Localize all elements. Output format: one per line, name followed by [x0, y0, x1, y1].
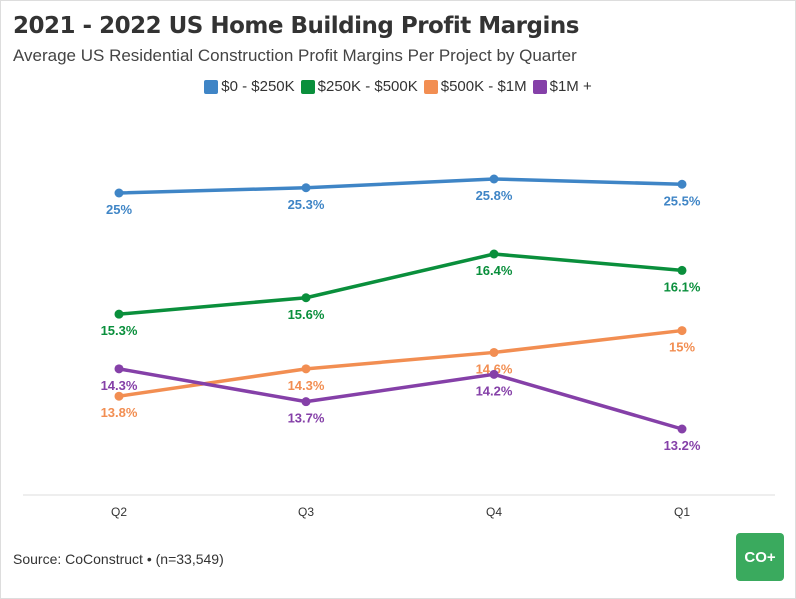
data-point: [301, 293, 311, 303]
series-line: [118, 177, 683, 195]
x-tick-label: Q3: [298, 505, 314, 519]
data-point: [301, 364, 311, 374]
legend-swatch: [204, 79, 219, 94]
data-point: [114, 188, 124, 198]
data-point: [489, 369, 499, 379]
legend-swatch: [300, 79, 315, 94]
data-point: [301, 397, 311, 407]
data-point: [489, 174, 499, 184]
legend-label: $1M +: [549, 78, 592, 95]
data-label: 15.6%: [288, 307, 325, 322]
data-label: 14.6%: [476, 361, 513, 376]
coconstruct-logo: CO+: [736, 533, 784, 581]
chart-title: 2021 - 2022 US Home Building Profit Marg…: [13, 13, 579, 39]
data-label: 14.3%: [288, 378, 325, 393]
data-label: 13.8%: [101, 405, 138, 420]
data-point: [301, 183, 311, 193]
series-line: [118, 252, 683, 316]
data-point: [114, 391, 124, 401]
data-label: 14.3%: [101, 378, 138, 393]
data-label: 25.3%: [288, 197, 325, 212]
legend-item[interactable]: $500K - $1M: [423, 78, 527, 95]
data-point: [114, 309, 124, 319]
data-point: [489, 249, 499, 259]
legend-label: $0 - $250K: [221, 78, 295, 95]
data-label: 15%: [669, 340, 695, 355]
data-point: [489, 347, 499, 357]
legend-swatch: [423, 79, 438, 94]
data-point: [677, 265, 687, 275]
source-note: Source: CoConstruct • (n=33,549): [13, 551, 224, 567]
x-tick-label: Q2: [111, 505, 127, 519]
data-label: 13.7%: [288, 411, 325, 426]
data-label: 16.4%: [476, 263, 513, 278]
data-label: 25%: [106, 202, 132, 217]
x-tick-label: Q4: [486, 505, 502, 519]
series-line: [118, 328, 683, 398]
data-label: 25.5%: [664, 193, 701, 208]
legend-label: $250K - $500K: [317, 78, 418, 95]
data-point: [114, 364, 124, 374]
data-label: 14.2%: [476, 383, 513, 398]
data-label: 15.3%: [101, 323, 138, 338]
legend-swatch: [532, 79, 547, 94]
data-point: [677, 179, 687, 189]
data-label: 16.1%: [664, 279, 701, 294]
legend-item[interactable]: $0 - $250K: [204, 78, 295, 95]
data-label: 13.2%: [664, 438, 701, 453]
legend-label: $500K - $1M: [440, 78, 527, 95]
legend-item[interactable]: $1M +: [532, 78, 592, 95]
data-point: [677, 326, 687, 336]
series-line: [118, 367, 683, 431]
x-tick-label: Q1: [674, 505, 690, 519]
data-point: [677, 424, 687, 434]
legend: $0 - $250K $250K - $500K $500K - $1M $1M +: [1, 78, 795, 95]
data-label: 25.8%: [476, 188, 513, 203]
chart-subtitle: Average US Residential Construction Prof…: [13, 46, 577, 65]
legend-item[interactable]: $250K - $500K: [300, 78, 418, 95]
